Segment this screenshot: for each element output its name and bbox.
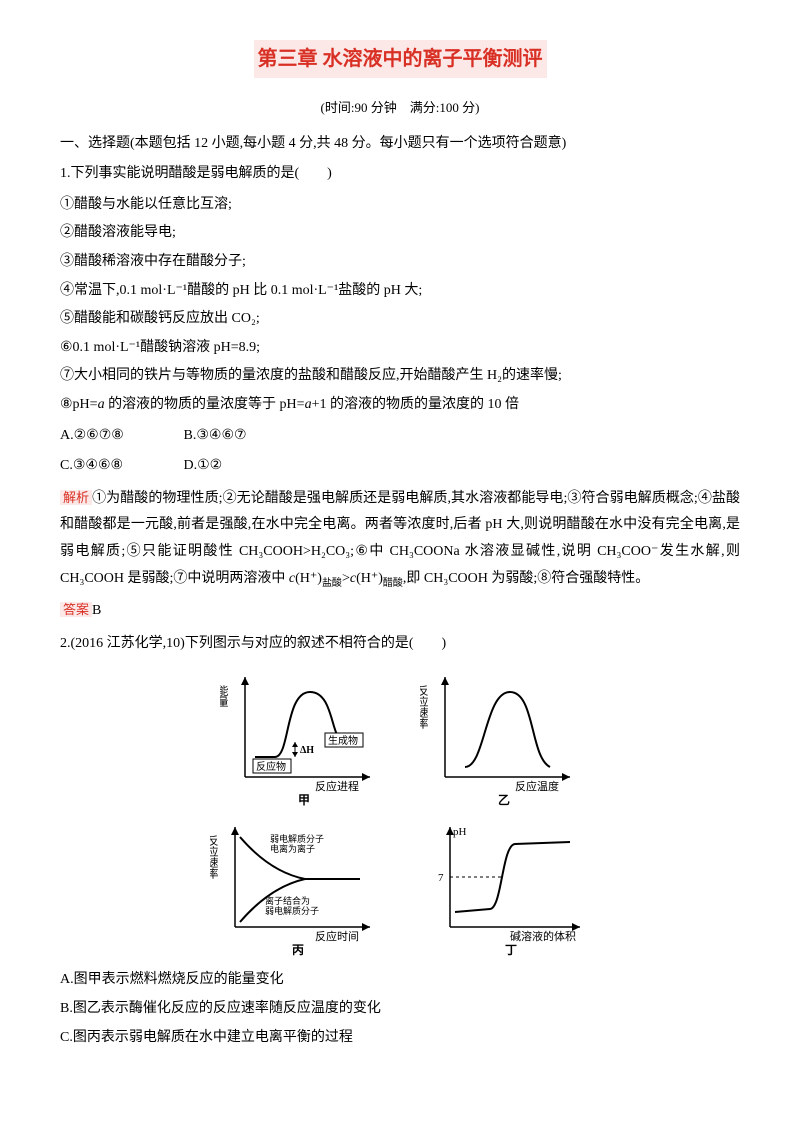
fig-bing-ylabel: 反应速率 [210,835,219,880]
fig-bing-t4: 弱电解质分子 [265,905,319,916]
fig-ding-caption: 丁 [505,943,517,957]
q1-i8-post: +1 的溶液的物质的量浓度的 10 倍 [312,397,519,412]
figures: 反应物 生成物 ΔH 能量 反应进程 甲 反应速率 反应温度 乙 [60,667,740,957]
q1-opt-c: C.③④⑥⑧ [60,453,180,480]
q1-sub1: 盐酸 [322,577,342,588]
q1-a4: (H⁺) [356,571,383,586]
section-header: 一、选择题(本题包括 12 小题,每小题 4 分,共 48 分。每小题只有一个选… [60,131,740,158]
fig-jia-product: 生成物 [328,734,358,747]
fig-bing-t3: 离子结合为 [265,895,310,906]
fig-jia: 反应物 生成物 ΔH 能量 反应进程 甲 [220,667,380,807]
q1-sub2: 醋酸 [383,577,403,588]
q1-item-2: ②醋酸溶液能导电; [60,220,740,247]
q1-answer: 答案B [60,598,740,625]
q1-analysis: 解析①为醋酸的物理性质;②无论醋酸是强电解质还是弱电解质,其水溶液都能导电;③符… [60,486,740,592]
q1-item-6: ⑥0.1 mol·L⁻¹醋酸钠溶液 pH=8.9; [60,335,740,362]
q1-stem: 1.下列事实能说明醋酸是弱电解质的是( ) [60,161,740,188]
q1-i8-mid: 的溶液的物质的量浓度等于 pH= [105,397,305,412]
q1-item-1: ①醋酸与水能以任意比互溶; [60,192,740,219]
q1-a2: (H⁺) [295,571,322,586]
q2-opt-b: B.图乙表示酶催化反应的反应速率随反应温度的变化 [60,996,740,1023]
analysis-tag: 解析 [60,490,92,505]
title-wrapper: 第三章 水溶液中的离子平衡测评 [60,40,740,86]
q1-a3: > [342,571,350,586]
q1-opt-d: D.①② [184,458,223,473]
answer-tag: 答案 [60,602,92,617]
fig-row-2: 弱电解质分子 电离为离子 离子结合为 弱电解质分子 反应速率 反应时间 丙 7 … [60,817,740,957]
fig-ding-ylabel: pH [453,826,467,838]
subtitle: (时间:90 分钟 满分:100 分) [60,96,740,121]
q1-options-row1: A.②⑥⑦⑧ B.③④⑥⑦ [60,423,740,450]
fig-row-1: 反应物 生成物 ΔH 能量 反应进程 甲 反应速率 反应温度 乙 [60,667,740,807]
q2-opt-a: A.图甲表示燃料燃烧反应的能量变化 [60,967,740,994]
q1-i8-a1: a [98,397,105,412]
q1-item-4: ④常温下,0.1 mol·L⁻¹醋酸的 pH 比 0.1 mol·L⁻¹盐酸的 … [60,278,740,305]
fig-ding: 7 pH 碱溶液的体积 丁 [420,817,590,957]
fig-yi: 反应速率 反应温度 乙 [420,667,580,807]
fig-ding-seven: 7 [438,872,444,884]
fig-bing-t1: 弱电解质分子 [270,833,324,844]
fig-jia-reactant: 反应物 [256,760,286,773]
q1-opt-b: B.③④⑥⑦ [184,428,247,443]
fig-yi-xlabel: 反应温度 [515,779,559,793]
fig-bing: 弱电解质分子 电离为离子 离子结合为 弱电解质分子 反应速率 反应时间 丙 [210,817,380,957]
q1-a5: ,即 CH₃COOH 为弱酸;⑧符合强酸特性。 [403,571,649,586]
q1-item-3: ③醋酸稀溶液中存在醋酸分子; [60,249,740,276]
page-title: 第三章 水溶液中的离子平衡测评 [254,40,547,78]
q2-stem: 2.(2016 江苏化学,10)下列图示与对应的叙述不相符合的是( ) [60,631,740,658]
fig-bing-caption: 丙 [292,943,304,957]
fig-ding-xlabel: 碱溶液的体积 [510,929,576,943]
fig-yi-ylabel: 反应速率 [420,685,429,730]
q1-i8-pre: ⑧pH= [60,397,98,412]
q1-options-row2: C.③④⑥⑧ D.①② [60,453,740,480]
fig-yi-caption: 乙 [498,793,510,807]
q1-item-5: ⑤醋酸能和碳酸钙反应放出 CO₂; [60,306,740,333]
fig-jia-xlabel: 反应进程 [315,779,359,793]
fig-jia-dh: ΔH [300,745,314,756]
q1-i8-a2: a [305,397,312,412]
q2-opt-c: C.图丙表示弱电解质在水中建立电离平衡的过程 [60,1025,740,1052]
fig-bing-xlabel: 反应时间 [315,929,359,943]
q1-answer-text: B [92,603,101,618]
fig-jia-caption: 甲 [298,793,310,807]
fig-jia-ylabel: 能量 [220,684,229,707]
q1-item-8: ⑧pH=a 的溶液的物质的量浓度等于 pH=a+1 的溶液的物质的量浓度的 10… [60,392,740,419]
fig-bing-t2: 电离为离子 [270,843,315,854]
q1-opt-a: A.②⑥⑦⑧ [60,423,180,450]
q1-item-7: ⑦大小相同的铁片与等物质的量浓度的盐酸和醋酸反应,开始醋酸产生 H₂的速率慢; [60,363,740,390]
